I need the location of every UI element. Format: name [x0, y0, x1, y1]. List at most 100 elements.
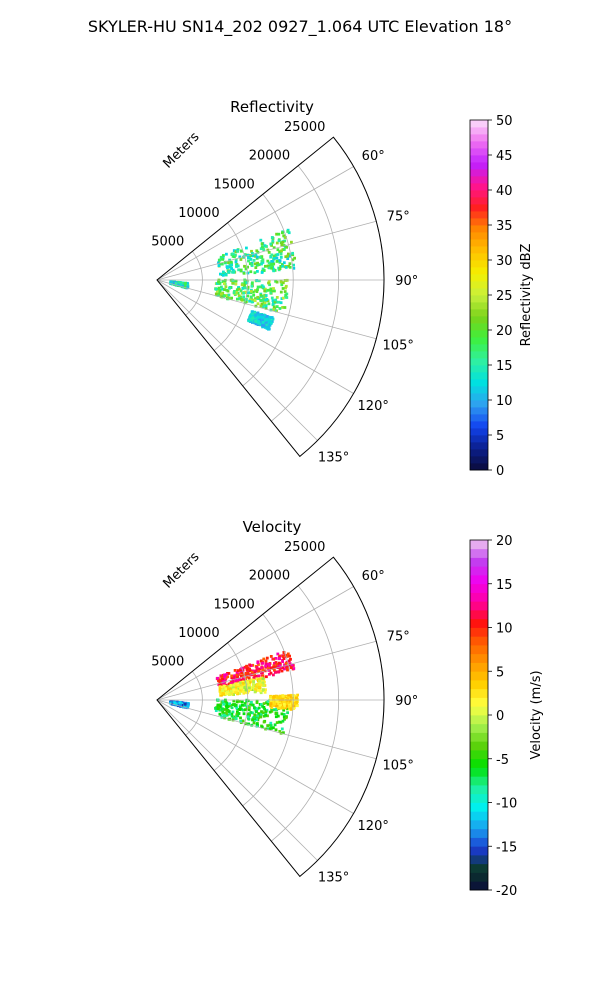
- velocity-echo-gate: [259, 703, 263, 706]
- velocity-echo-gate: [257, 670, 261, 673]
- reflectivity-echo-gate: [261, 298, 265, 302]
- reflectivity-echo-gate: [274, 253, 278, 257]
- velocity-echo-gate: [275, 696, 279, 699]
- velocity-echo-gate: [273, 662, 276, 665]
- reflectivity-echo-gate: [279, 256, 283, 259]
- velocity-echo-gate: [259, 713, 263, 717]
- velocity-echo-gate: [252, 683, 255, 686]
- velocity-echo-gate: [278, 730, 282, 733]
- reflectivity-echo-gate: [235, 288, 239, 292]
- velocity-colorbar-tick-label: -20: [496, 884, 517, 899]
- reflectivity-echo-gate: [184, 285, 188, 289]
- velocity-echo-gate: [222, 684, 226, 688]
- velocity-colorbar-level: [470, 811, 488, 821]
- reflectivity-colorbar: 0 5 10 15 20 25 30 35 40 45 50: [469, 114, 513, 479]
- velocity-echo-gate: [286, 652, 290, 656]
- velocity-echo-gate: [246, 685, 249, 688]
- velocity-echo-gate: [278, 720, 281, 724]
- reflectivity-echo-gate: [261, 246, 265, 250]
- velocity-echo-gate: [275, 721, 279, 724]
- velocity-echo-gate: [242, 708, 245, 712]
- reflectivity-echo-gate: [222, 270, 225, 274]
- velocity-echo-gate: [275, 662, 279, 666]
- reflectivity-echo-gate: [224, 285, 228, 289]
- velocity-echo-gate: [224, 704, 228, 708]
- reflectivity-echo-gate: [277, 232, 281, 236]
- reflectivity-echo-gate: [262, 285, 265, 289]
- reflectivity-colorbar-level: [470, 442, 488, 450]
- reflectivity-echo-gate: [267, 302, 271, 306]
- reflectivity-echo-gate: [236, 264, 240, 268]
- reflectivity-echo-gate: [243, 253, 247, 256]
- reflectivity-echo-gate: [237, 287, 241, 291]
- velocity-echo-gate: [261, 677, 265, 681]
- velocity-range-tick-label: 10000: [178, 626, 219, 641]
- reflectivity-echo-gate: [268, 283, 271, 287]
- reflectivity-echo-gate: [245, 246, 248, 250]
- velocity-echo-gate: [240, 674, 243, 678]
- reflectivity-echo-gate: [259, 238, 263, 242]
- reflectivity-echo-gate: [279, 290, 283, 294]
- velocity-echo-gate: [235, 671, 239, 674]
- velocity-echo-gate: [273, 723, 277, 727]
- reflectivity-echo-gate: [239, 268, 243, 272]
- velocity-echo-gate: [247, 717, 251, 721]
- velocity-azimuth-spoke: [156, 699, 377, 760]
- velocity-echo-gate: [252, 677, 256, 680]
- reflectivity-echo-gate: [261, 267, 265, 271]
- reflectivity-echo-gate: [286, 230, 290, 233]
- velocity-echo-gate: [169, 701, 172, 705]
- reflectivity-echo-gate: [251, 299, 255, 302]
- reflectivity-echo-gate: [234, 250, 238, 254]
- reflectivity-echo-gate: [231, 252, 235, 256]
- reflectivity-colorbar-level: [470, 400, 488, 408]
- velocity-echo-gate: [274, 671, 277, 674]
- reflectivity-colorbar-level: [470, 323, 488, 331]
- reflectivity-echo-gate: [236, 250, 240, 253]
- reflectivity-colorbar-level: [470, 218, 488, 226]
- velocity-echo-gate: [241, 666, 245, 670]
- velocity-echo-gate: [269, 671, 273, 675]
- velocity-colorbar-level: [470, 837, 488, 847]
- velocity-echo-gate: [253, 706, 256, 709]
- reflectivity-echo-gate: [236, 291, 240, 295]
- reflectivity-echo-gate: [273, 300, 277, 304]
- velocity-echo-gate: [285, 654, 289, 658]
- velocity-colorbar-tick-label: 5: [496, 665, 504, 680]
- velocity-echo-gate: [229, 683, 233, 687]
- velocity-echo-gate: [227, 685, 231, 688]
- velocity-echo-gate: [230, 687, 234, 691]
- velocity-echo-gate: [257, 687, 261, 691]
- velocity-echo-gate: [238, 692, 242, 695]
- velocity-echo-gate: [271, 704, 275, 707]
- reflectivity-colorbar-level: [470, 407, 488, 415]
- velocity-echo-gate: [240, 671, 244, 675]
- velocity-colorbar-level: [470, 627, 488, 637]
- reflectivity-echo-gate: [220, 262, 224, 266]
- velocity-echo-gate: [255, 699, 259, 703]
- velocity-echo-gate: [230, 712, 234, 716]
- reflectivity-echo-gate: [228, 286, 231, 290]
- reflectivity-echo-gate: [267, 280, 271, 283]
- velocity-echo-gate: [278, 704, 282, 707]
- reflectivity-echo-gate: [234, 258, 238, 262]
- velocity-echo-gate: [252, 673, 256, 677]
- velocity-echo-gate: [289, 707, 293, 711]
- reflectivity-echo-gate: [240, 249, 243, 253]
- reflectivity-colorbar-level: [470, 281, 488, 289]
- reflectivity-echo-gate: [251, 316, 255, 319]
- velocity-echo-gate: [241, 681, 245, 685]
- reflectivity-colorbar-level: [470, 253, 488, 261]
- reflectivity-echo-gate: [266, 259, 270, 263]
- velocity-echo-gate: [272, 657, 276, 661]
- reflectivity-echo-gate: [260, 302, 264, 306]
- reflectivity-echo-gate: [218, 292, 221, 296]
- velocity-azimuth-spoke: [156, 640, 377, 701]
- reflectivity-echo-gate: [291, 258, 295, 262]
- reflectivity-echo-gate: [278, 260, 282, 264]
- velocity-colorbar-level: [470, 758, 488, 768]
- reflectivity-echo-gate: [215, 282, 219, 285]
- velocity-echo-gate: [274, 728, 278, 732]
- velocity-echo-gate: [282, 702, 286, 706]
- velocity-echo-gate: [264, 688, 267, 692]
